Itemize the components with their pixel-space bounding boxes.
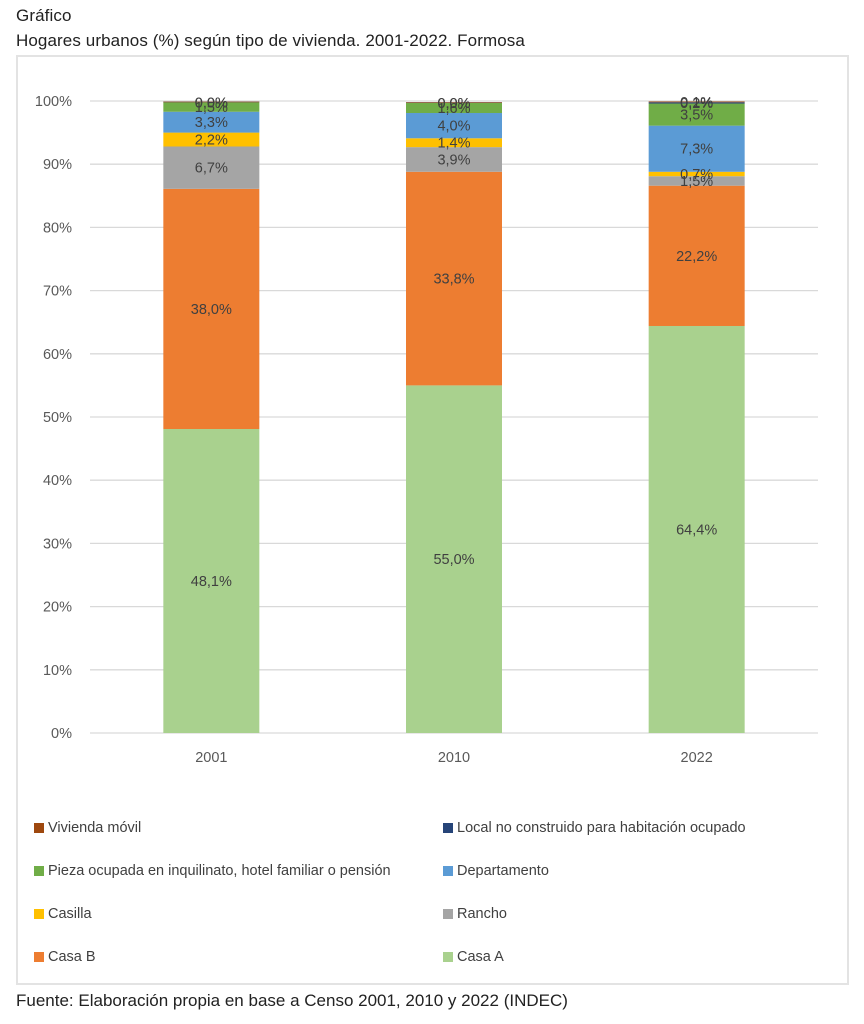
legend-swatch [443,909,453,919]
x-tick-label: 2022 [681,750,713,766]
bar-segment [648,125,745,172]
legend-item: Casilla [34,906,92,922]
legend-swatch [34,866,44,876]
legend-item: Casa A [443,949,504,965]
bar-segment [406,102,502,103]
data-label: 4,0% [437,119,470,135]
data-labels: 48,1%38,0%6,7%2,2%3,3%1,5%0,0%0,0%55,0%3… [191,95,718,590]
data-label: 38,0% [191,302,232,318]
bar-segment [163,146,260,189]
data-label: 0,2% [680,96,713,112]
figure-label: Gráfico [16,6,72,25]
legend-item: Rancho [443,906,507,922]
y-tick-label: 0% [51,726,72,742]
bar-segment [406,102,502,114]
legend-item: Vivienda móvil [34,820,141,836]
bar-segment [648,102,745,104]
legend-item: Departamento [443,863,549,879]
data-label: 1,5% [680,174,713,190]
bar-segment [163,429,260,733]
data-label: 64,4% [676,522,717,538]
y-tick-label: 10% [43,663,72,679]
chart-title: Hogares urbanos (%) según tipo de vivien… [16,31,525,50]
y-tick-label: 50% [43,410,72,426]
legend-swatch [34,909,44,919]
data-label: 0,0% [437,96,470,112]
bar-segment [406,171,502,386]
data-label: 6,7% [195,161,228,177]
data-label: 3,9% [437,152,470,168]
bar-segment [163,132,260,147]
data-label: 7,3% [680,142,713,158]
bar-segment [406,113,502,139]
bars [163,101,745,733]
x-tick-label: 2001 [195,750,227,766]
y-tick-label: 60% [43,347,72,363]
bar-segment [648,103,745,126]
data-label: 2,2% [195,133,228,149]
legend-label: Departamento [457,863,549,879]
data-label: 33,8% [433,272,474,288]
y-tick-label: 40% [43,473,72,489]
data-label: 0,0% [437,96,470,112]
bar-segment [163,102,260,112]
source-note: Fuente: Elaboración propia en base a Cen… [16,991,568,1010]
legend-item: Pieza ocupada en inquilinato, hotel fami… [34,863,391,879]
legend-label: Vivienda móvil [48,820,142,836]
data-label: 1,6% [437,101,470,117]
y-tick-label: 30% [43,536,72,552]
bar-segment [163,188,260,430]
data-label: 0,0% [195,95,228,111]
bar-segment [648,185,745,326]
data-label: 22,2% [676,249,717,265]
legend-swatch [34,823,44,833]
bar-segment [648,101,745,103]
legend-label: Local no construido para habitación ocup… [457,820,746,836]
y-tick-label: 90% [43,157,72,173]
chart-frame [16,55,849,985]
bar-segment [406,147,502,172]
data-label: 3,3% [195,115,228,131]
bar-segment [406,385,502,733]
x-axis-ticks: 2001 2010 2022 [195,750,713,766]
legend-label: Casa A [457,949,504,965]
legend-swatch [443,952,453,962]
data-label: 1,5% [195,100,228,116]
y-tick-label: 100% [35,94,72,110]
bar-segment [648,171,745,177]
legend-label: Pieza ocupada en inquilinato, hotel fami… [48,863,391,879]
legend-item: Casa B [34,949,96,965]
bar-segment [648,176,745,186]
data-label: 55,0% [433,552,474,568]
x-tick-label: 2010 [438,750,470,766]
y-axis-ticks: 0% 10% 20% 30% 40% 50% 60% 70% 80% 90% 100% [35,94,72,742]
legend-label: Casilla [48,906,92,922]
y-tick-label: 20% [43,600,72,616]
legend-swatch [443,823,453,833]
legend-item: Local no construido para habitación ocup… [443,820,746,836]
data-label: 0,7% [680,167,713,183]
y-tick-label: 70% [43,284,72,300]
legend-swatch [34,952,44,962]
bar-segment [163,101,260,103]
legend-swatch [443,866,453,876]
bar-segment [406,138,502,148]
y-tick-label: 80% [43,220,72,236]
legend-label: Rancho [457,906,507,922]
data-label: 0,1% [680,95,713,111]
bar-segment [648,325,745,733]
data-label: 1,4% [437,136,470,152]
data-label: 0,0% [195,95,228,111]
bar-segment [163,111,260,133]
legend-label: Casa B [48,949,96,965]
data-label: 3,5% [680,108,713,124]
data-label: 48,1% [191,574,232,590]
